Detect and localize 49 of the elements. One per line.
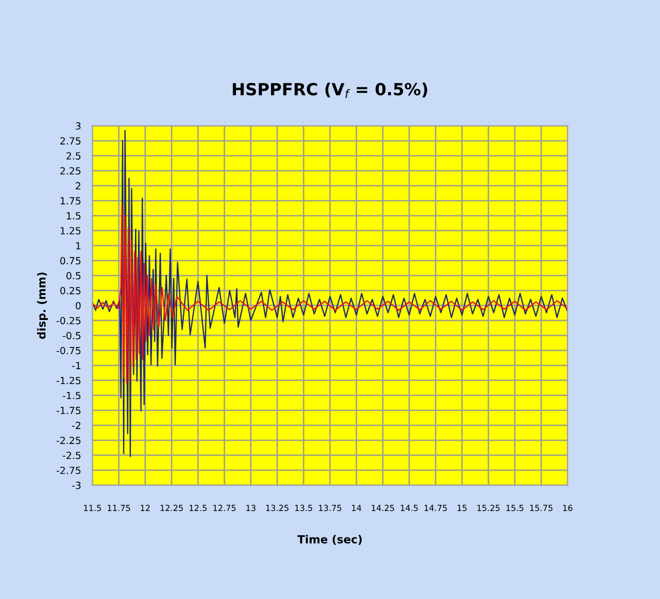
x-tick-label: 14.5: [400, 504, 418, 512]
x-tick-label: 12.5: [190, 504, 207, 512]
x-tick-label: 12: [140, 504, 150, 511]
y-tick-label: 1.25: [60, 227, 80, 234]
x-tick-label: 11.5: [84, 504, 101, 512]
y-tick-label: -1: [72, 362, 80, 370]
x-tick-label: 14.25: [372, 504, 394, 512]
y-tick-label: 0.75: [60, 257, 80, 264]
x-tick-label: 13.25: [266, 504, 288, 512]
y-tick-label: 0.5: [66, 272, 80, 280]
y-tick-label: 1.5: [66, 212, 80, 220]
y-tick-label: 2.25: [60, 167, 80, 175]
x-tick-label: 15.5: [506, 504, 524, 512]
y-tick-label: -0.5: [62, 332, 80, 340]
y-tick-label: 2: [76, 182, 80, 190]
x-tick-label: 14.75: [424, 504, 447, 512]
y-tick-label: 0.25: [60, 286, 80, 294]
y-tick-label: -1.5: [62, 392, 80, 400]
x-tick-label: 12.25: [160, 504, 183, 512]
x-tick-label: 16: [563, 504, 572, 512]
x-tick-label: 13.5: [295, 504, 312, 512]
x-tick-label: 13: [246, 504, 256, 512]
line-series: [92, 130, 568, 458]
x-tick-label: 14: [352, 504, 362, 511]
y-tick-label: -1.25: [56, 376, 80, 384]
y-tick-label: -3: [72, 482, 81, 490]
y-tick-label: 0: [76, 302, 81, 310]
x-tick-label: 12.75: [213, 504, 236, 512]
y-tick-label: -2.5: [62, 452, 80, 460]
y-tick-label: -2.25: [56, 436, 80, 444]
chart-title: HSPPFRC (V$_{f}$ = 0.5%): [232, 82, 428, 98]
y-tick-label: 1.75: [60, 197, 80, 204]
line-series: [92, 204, 568, 384]
y-tick-label: 2.5: [66, 152, 80, 160]
x-tick-label: 13.75: [318, 504, 342, 512]
x-axis-title: Time (sec): [297, 534, 362, 545]
y-tick-label: -0.75: [56, 346, 80, 354]
y-tick-label: -1.75: [56, 406, 80, 414]
y-tick-label: 3: [76, 122, 81, 130]
x-tick-label: 11.75: [108, 504, 130, 512]
y-axis-title: disp. (mm): [37, 272, 48, 339]
x-tick-label: 15.25: [477, 504, 500, 512]
x-tick-label: 15: [458, 504, 467, 512]
y-tick-label: 1: [76, 242, 80, 250]
y-tick-label: -2.75: [56, 466, 80, 474]
x-tick-label: 15.75: [530, 504, 552, 512]
y-tick-label: -0.25: [56, 316, 80, 324]
y-tick-label: 2.75: [60, 137, 80, 145]
y-tick-label: -2: [72, 422, 80, 429]
